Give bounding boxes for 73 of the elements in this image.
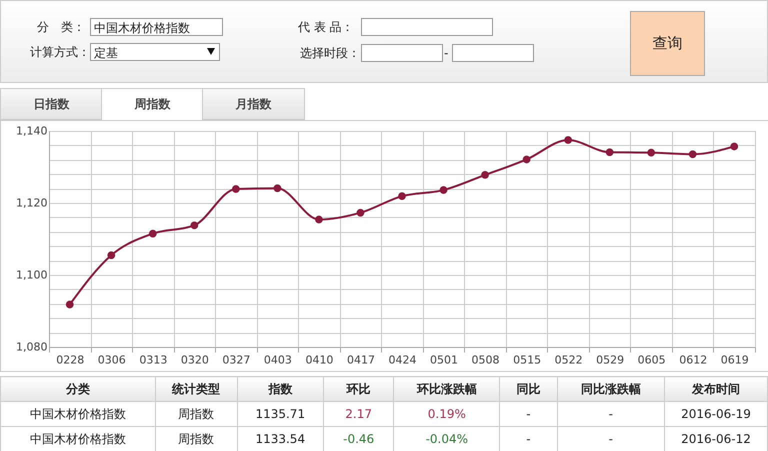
text: 发布时间 bbox=[664, 376, 768, 402]
point bbox=[647, 148, 656, 156]
x-tick-label: 0424 bbox=[388, 354, 416, 366]
x-tick-label: 0320 bbox=[180, 354, 209, 366]
x-tick-label: 0529 bbox=[596, 354, 624, 366]
point bbox=[688, 150, 697, 158]
x-tick-label: 0501 bbox=[430, 354, 458, 366]
x-tick-label: 0508 bbox=[472, 354, 500, 366]
x-tick-label: 0306 bbox=[98, 354, 126, 366]
text: - bbox=[500, 426, 558, 451]
text: - bbox=[444, 45, 448, 62]
point bbox=[315, 216, 323, 224]
text: 环比涨跌幅 bbox=[394, 376, 500, 402]
text: 分类 bbox=[0, 376, 156, 402]
point bbox=[522, 156, 530, 164]
point bbox=[148, 230, 157, 238]
x-tick-label: 0619 bbox=[720, 354, 749, 366]
text: 代 表 品： bbox=[298, 19, 354, 36]
x-tick-label: 0605 bbox=[638, 354, 666, 366]
x-tick-label: 0228 bbox=[56, 354, 84, 366]
point bbox=[564, 136, 572, 144]
text: 中国木材价格指数 bbox=[0, 402, 156, 426]
point bbox=[730, 142, 738, 150]
point bbox=[606, 148, 614, 156]
text: 同比 bbox=[500, 376, 558, 402]
text: -0.46 bbox=[323, 426, 394, 451]
text: 1133.54 bbox=[237, 426, 324, 451]
text-field: 中国木材价格指数 bbox=[90, 18, 223, 36]
text: - bbox=[557, 426, 665, 451]
text: 周指数 bbox=[155, 426, 238, 451]
search-button: 查询 bbox=[630, 11, 705, 76]
y-tick-label: 1,140 bbox=[16, 124, 48, 138]
x-tick-label: 0417 bbox=[346, 354, 375, 366]
text: 分 类： bbox=[37, 19, 85, 36]
text: 日指数 bbox=[0, 88, 103, 120]
y-tick-label: 1,080 bbox=[16, 340, 48, 354]
text: 周指数 bbox=[101, 88, 204, 120]
text: 选择时段： bbox=[300, 45, 360, 62]
x-tick-label: 0410 bbox=[305, 354, 334, 366]
text: 2016-06-19 bbox=[664, 402, 768, 426]
text: 指数 bbox=[237, 376, 324, 402]
y-tick-label: 1,100 bbox=[16, 268, 48, 282]
text: 1135.71 bbox=[237, 402, 324, 426]
point bbox=[232, 185, 240, 193]
x-tick-label: 0403 bbox=[264, 354, 292, 366]
y-tick-label: 1,120 bbox=[16, 196, 48, 210]
point bbox=[66, 300, 74, 308]
text: -0.04% bbox=[394, 426, 500, 451]
dropdown-field: 定基 bbox=[90, 43, 220, 61]
text: 周指数 bbox=[155, 402, 238, 426]
text: 0.19% bbox=[394, 402, 500, 426]
x-tick-label: 0327 bbox=[222, 354, 250, 366]
text: 同比涨跌幅 bbox=[557, 376, 665, 402]
point bbox=[481, 171, 489, 179]
x-tick-label: 0515 bbox=[513, 354, 542, 366]
text: 2016-06-12 bbox=[664, 426, 768, 451]
point bbox=[356, 208, 364, 217]
text: 环比 bbox=[323, 376, 394, 402]
text: 月指数 bbox=[202, 88, 305, 120]
point bbox=[398, 192, 406, 200]
point bbox=[190, 221, 198, 230]
point bbox=[107, 251, 116, 260]
text: 统计类型 bbox=[155, 376, 238, 402]
point bbox=[274, 184, 282, 192]
x-tick-label: 0612 bbox=[679, 354, 708, 366]
x-tick-label: 0313 bbox=[139, 354, 168, 366]
x-tick-label: 0522 bbox=[554, 354, 583, 366]
text: - bbox=[500, 402, 558, 426]
text: 2.17 bbox=[323, 402, 394, 426]
text: - bbox=[557, 402, 665, 426]
text: 中国木材价格指数 bbox=[0, 426, 156, 451]
text: 计算方式： bbox=[30, 44, 90, 61]
point bbox=[440, 186, 448, 194]
